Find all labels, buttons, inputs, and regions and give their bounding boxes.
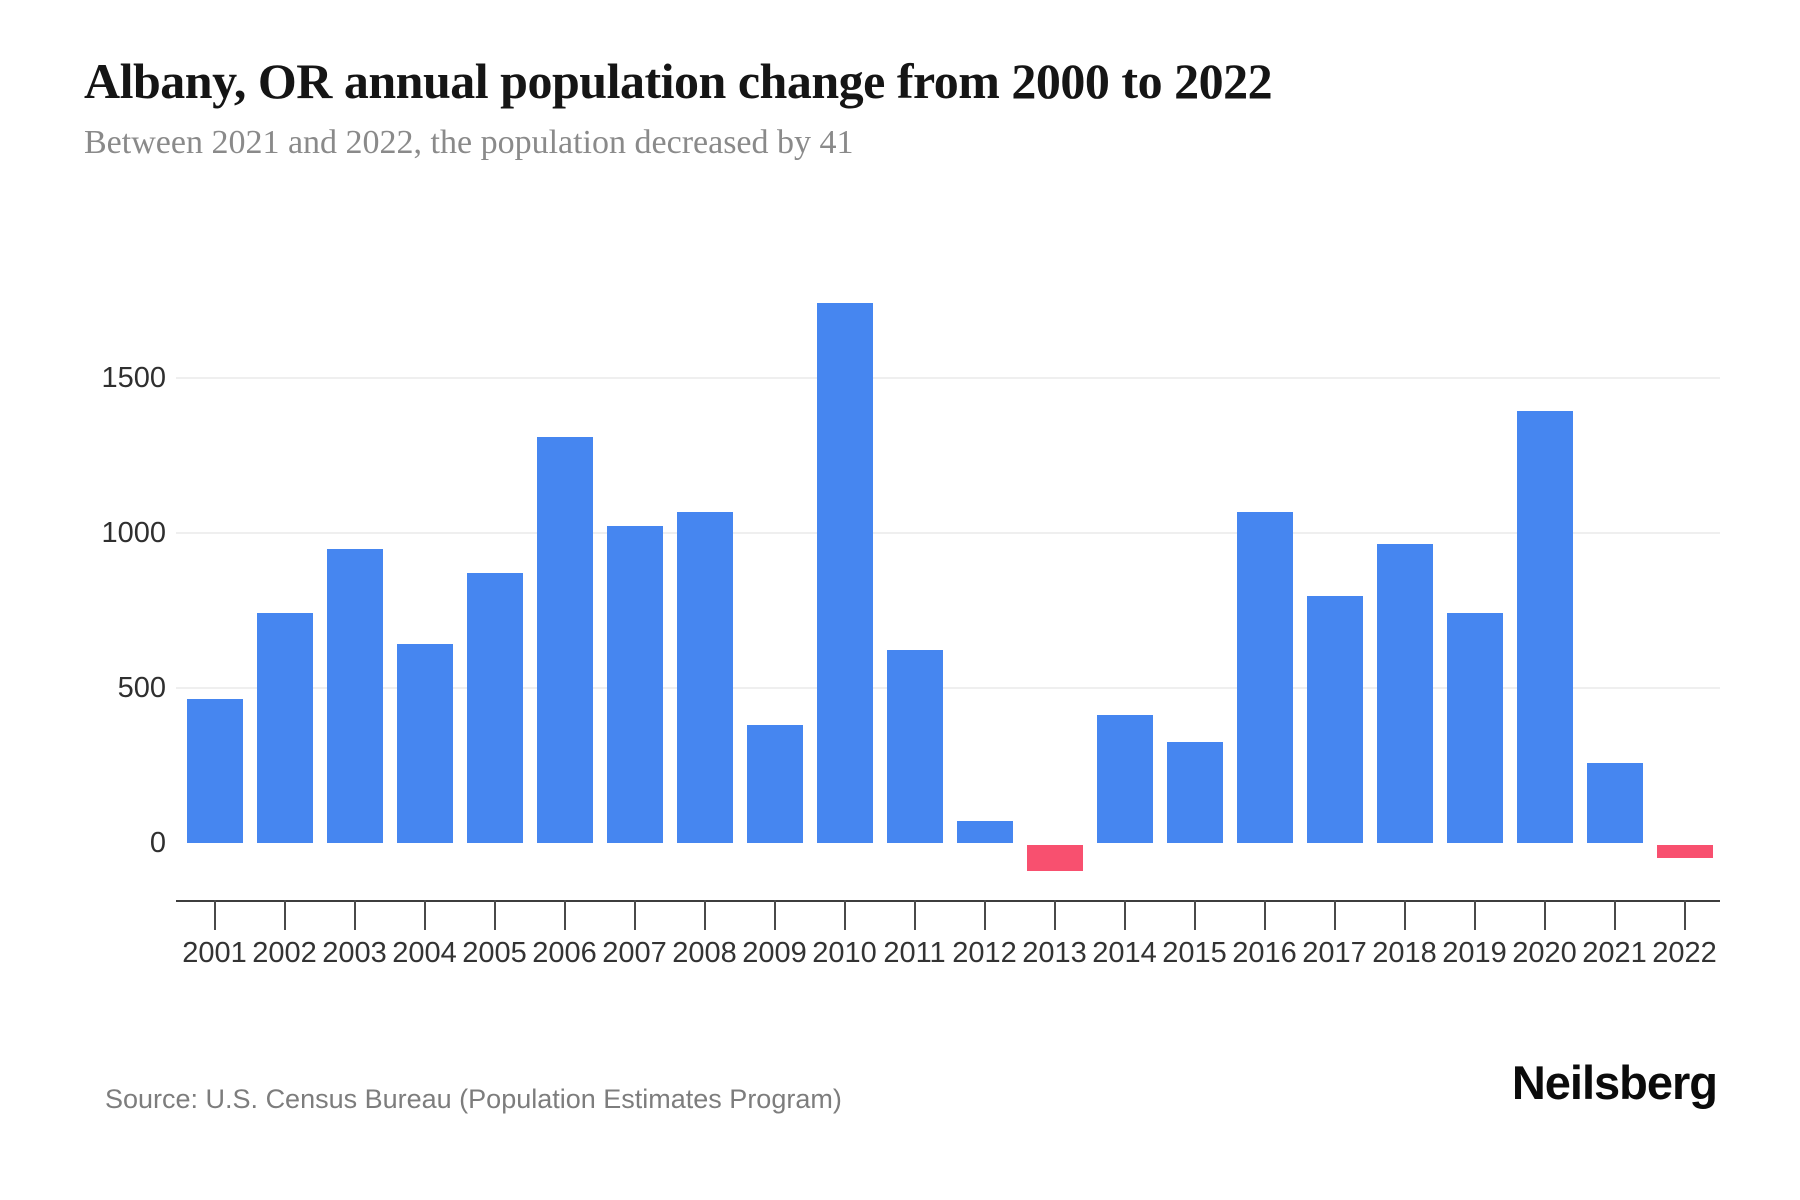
- bar-2005[interactable]: [466, 572, 523, 843]
- gridline-500: [176, 687, 1720, 689]
- x-axis-tick-2001: [213, 900, 216, 930]
- x-axis-label-2022: 2022: [1652, 937, 1717, 969]
- x-axis-tick-2013: [1053, 900, 1056, 930]
- x-axis-label-2010: 2010: [812, 937, 877, 969]
- x-axis-tick-2021: [1613, 900, 1616, 930]
- y-axis-label-0: 0: [149, 827, 166, 859]
- x-axis-label-2015: 2015: [1162, 937, 1227, 969]
- x-axis-label-2002: 2002: [252, 937, 317, 969]
- x-axis-label-2016: 2016: [1232, 937, 1297, 969]
- x-axis-tick-2005: [493, 900, 496, 930]
- x-axis-label-2013: 2013: [1022, 937, 1087, 969]
- x-axis-tick-2014: [1123, 900, 1126, 930]
- y-axis-label-500: 500: [117, 672, 166, 704]
- source-note: Source: U.S. Census Bureau (Population E…: [105, 1084, 842, 1114]
- x-axis-label-2012: 2012: [952, 937, 1017, 969]
- bar-2012[interactable]: [956, 820, 1013, 843]
- x-axis-label-2008: 2008: [672, 937, 737, 969]
- gridline-1000: [176, 532, 1720, 534]
- bar-2002[interactable]: [256, 612, 313, 843]
- bar-2010[interactable]: [816, 302, 873, 843]
- bar-2003[interactable]: [326, 548, 383, 843]
- x-axis-tick-2011: [913, 900, 916, 930]
- x-axis-label-2001: 2001: [182, 937, 247, 969]
- bar-2004[interactable]: [396, 644, 453, 843]
- bar-2009[interactable]: [746, 725, 803, 843]
- x-axis-label-2018: 2018: [1372, 937, 1437, 969]
- bar-2013[interactable]: [1026, 845, 1083, 872]
- x-axis-label-2020: 2020: [1512, 937, 1577, 969]
- x-axis-tick-2010: [843, 900, 846, 930]
- x-axis-tick-2008: [703, 900, 706, 930]
- x-axis-label-2004: 2004: [392, 937, 457, 969]
- bar-2014[interactable]: [1096, 714, 1153, 843]
- x-axis-tick-2020: [1543, 900, 1546, 930]
- x-axis-label-2021: 2021: [1582, 937, 1647, 969]
- x-axis-label-2007: 2007: [602, 937, 667, 969]
- x-axis-label-2019: 2019: [1442, 937, 1507, 969]
- x-axis-tick-2006: [563, 900, 566, 930]
- x-axis-tick-2004: [423, 900, 426, 930]
- chart-subtitle: Between 2021 and 2022, the population de…: [84, 124, 854, 161]
- x-axis-tick-2015: [1193, 900, 1196, 930]
- x-axis-label-2009: 2009: [742, 937, 807, 969]
- bar-2017[interactable]: [1306, 595, 1363, 843]
- x-axis-tick-2016: [1263, 900, 1266, 930]
- x-axis-tick-2022: [1683, 900, 1686, 930]
- y-axis-label-1000: 1000: [101, 517, 166, 549]
- bar-2011[interactable]: [886, 649, 943, 843]
- x-axis-tick-2017: [1333, 900, 1336, 930]
- bar-chart-plot-area: 0 500 1000 1500 2001 2002 2003 2004 2005 2006 2007…: [101, 302, 1720, 969]
- x-axis-tick-2018: [1403, 900, 1406, 930]
- x-axis-tick-2007: [633, 900, 636, 930]
- bar-2022[interactable]: [1656, 845, 1713, 858]
- y-axis-label-1500: 1500: [101, 362, 166, 394]
- brand-logo: Neilsberg: [1511, 1056, 1718, 1109]
- x-axis-label-2006: 2006: [532, 937, 597, 969]
- bar-2001[interactable]: [186, 698, 243, 843]
- x-axis-tick-2019: [1473, 900, 1476, 930]
- chart-title: Albany, OR annual population change from…: [84, 53, 1273, 109]
- x-axis-tick-2009: [773, 900, 776, 930]
- bar-2007[interactable]: [606, 526, 663, 843]
- x-axis-tick-2003: [353, 900, 356, 930]
- bar-2018[interactable]: [1376, 543, 1433, 843]
- x-axis-label-2017: 2017: [1302, 937, 1367, 969]
- x-axis-tick-2002: [283, 900, 286, 930]
- x-axis-label-2003: 2003: [322, 937, 387, 969]
- bar-2015[interactable]: [1166, 742, 1223, 843]
- bar-2008[interactable]: [676, 511, 733, 843]
- x-axis-label-2005: 2005: [462, 937, 527, 969]
- bar-2021[interactable]: [1586, 762, 1643, 843]
- x-axis-tick-2012: [983, 900, 986, 930]
- bar-2019[interactable]: [1446, 612, 1503, 843]
- bar-2020[interactable]: [1516, 410, 1573, 843]
- bar-2016[interactable]: [1236, 511, 1293, 843]
- bar-2006[interactable]: [536, 436, 593, 843]
- gridline-1500: [176, 377, 1720, 379]
- x-axis-label-2011: 2011: [883, 937, 946, 969]
- x-axis-line: [176, 900, 1720, 902]
- x-axis-label-2014: 2014: [1092, 937, 1157, 969]
